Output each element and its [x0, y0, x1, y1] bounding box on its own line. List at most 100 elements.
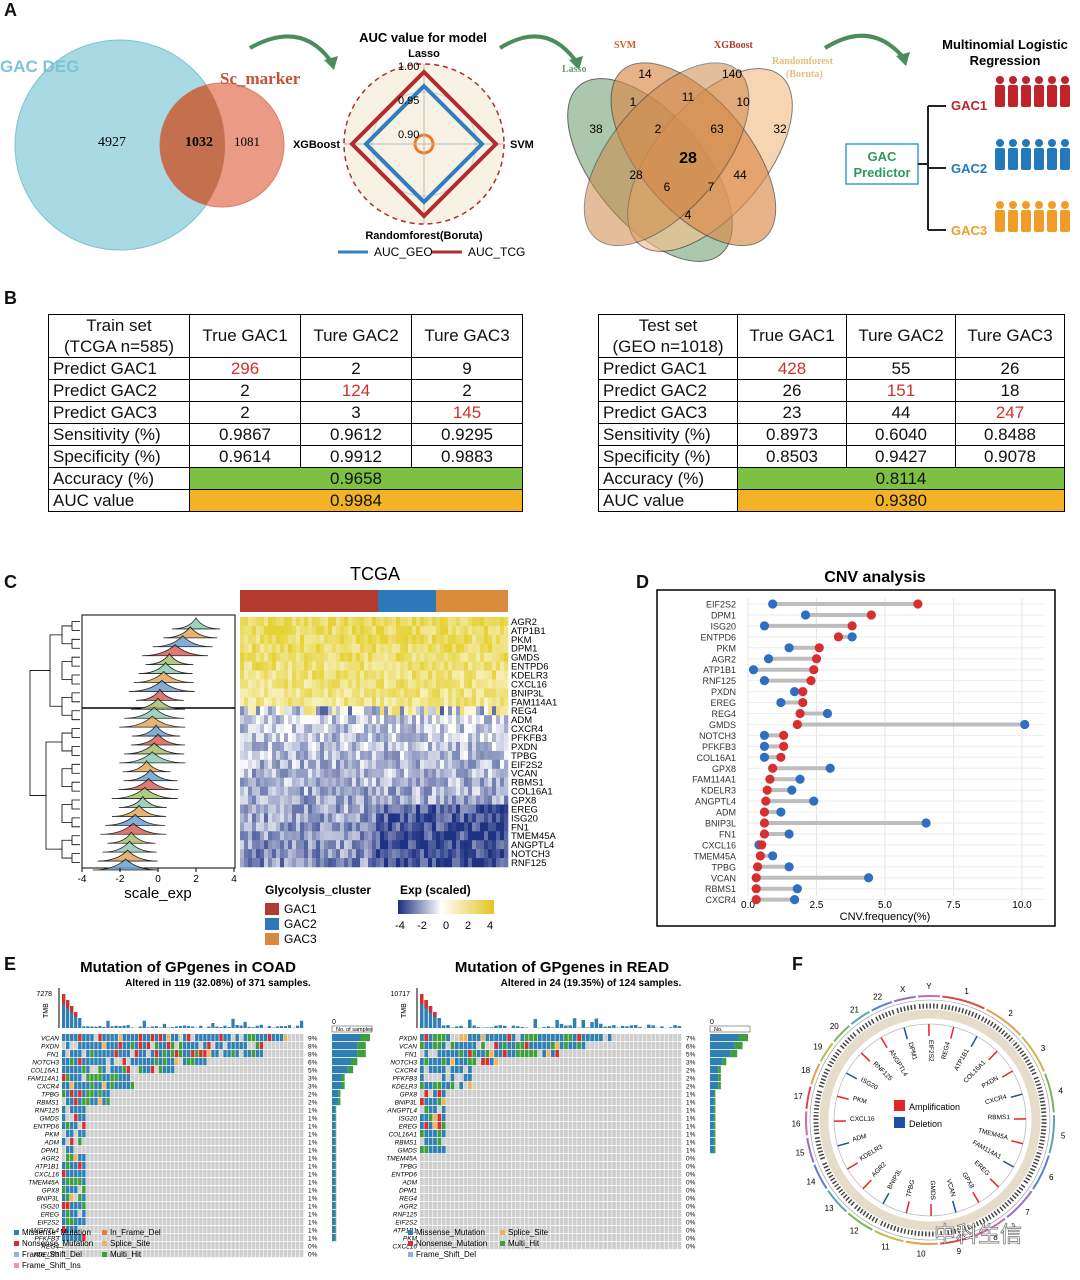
sample-bar-multi: [714, 1090, 716, 1098]
heatmap-cell: [464, 652, 469, 662]
onco-cell: [472, 1090, 477, 1098]
onco-cell: [150, 1090, 155, 1098]
onco-cell: [259, 1234, 264, 1242]
onco-cell: [126, 1074, 130, 1082]
heatmap-cell: [404, 688, 409, 698]
onco-cell: [673, 1098, 678, 1106]
heatmap-cell: [312, 661, 317, 671]
heatmap-cell: [336, 786, 341, 796]
onco-cell: [62, 1042, 66, 1050]
heatmap-cell: [412, 795, 417, 805]
venn4-label-svm: SVM: [614, 40, 637, 51]
heatmap-cell: [448, 634, 453, 645]
heatmap-cell: [484, 804, 489, 814]
heatmap-cell: [248, 822, 253, 832]
heatmap-cell: [456, 813, 461, 823]
onco-cell: [555, 1066, 560, 1074]
onco-cell: [629, 1098, 634, 1106]
heatmap-cell: [304, 822, 309, 832]
heatmap-cell: [252, 822, 257, 832]
heatmap-cell: [420, 715, 425, 725]
onco-cell: [235, 1058, 239, 1066]
heatmap-cell: [392, 634, 397, 645]
onco-cell: [114, 1082, 118, 1090]
onco-cell: [211, 1074, 215, 1082]
tmb-bar: [243, 1021, 247, 1028]
onco-cell: [267, 1226, 272, 1234]
onco-cell: [70, 1114, 74, 1122]
onco-cell: [219, 1234, 223, 1242]
heatmap-cell: [448, 643, 453, 654]
heatmap-cell: [264, 679, 269, 689]
sample-bar-multi: [335, 1170, 337, 1178]
heatmap-cell: [496, 822, 501, 832]
heatmap-cell: [480, 804, 485, 814]
heatmap-cell: [352, 670, 357, 680]
heatmap-cell: [244, 617, 249, 627]
onco-cell: [271, 1234, 276, 1242]
ridge-density-ereg: [111, 804, 167, 817]
onco-cell: [537, 1034, 542, 1042]
onco-cell: [243, 1122, 247, 1130]
heatmap-cell: [304, 858, 309, 868]
heatmap-cell: [484, 840, 489, 850]
heatmap-cell: [392, 822, 397, 832]
onco-cell: [468, 1090, 472, 1098]
onco-cell: [287, 1194, 292, 1202]
onco-cell: [551, 1122, 555, 1130]
onco-cell: [647, 1074, 651, 1082]
onco-cell: [94, 1098, 98, 1106]
heatmap-cell: [364, 617, 369, 627]
heatmap-cell: [264, 840, 269, 850]
onco-gene-label: RNF125: [35, 1107, 60, 1114]
onco-cell: [118, 1090, 122, 1098]
onco-cell: [227, 1058, 231, 1066]
heatmap-cell: [496, 768, 501, 779]
onco-cell: [66, 1154, 70, 1162]
onco-cell: [463, 1106, 468, 1114]
heatmap-cell: [396, 625, 401, 636]
heatmap-cell: [320, 617, 325, 627]
tmb-bar: [559, 1023, 564, 1028]
heatmap-cell: [440, 679, 445, 689]
onco-cell: [195, 1098, 199, 1106]
onco-cell: [677, 1082, 682, 1090]
tmb-bar: [564, 1025, 568, 1028]
onco-cell: [291, 1122, 296, 1130]
heatmap-cell: [464, 715, 469, 725]
cnv-deletion-point: [763, 654, 774, 664]
heatmap-cell: [424, 625, 429, 636]
onco-cell: [507, 1098, 512, 1106]
heatmap-cell: [328, 733, 333, 743]
heatmap-cell: [412, 652, 417, 662]
heatmap-cell: [336, 759, 341, 770]
radar-series-geo: [363, 83, 485, 205]
onco-cell: [122, 1234, 126, 1242]
tmb-bar-top: [62, 994, 66, 1005]
heatmap-cell: [440, 759, 445, 770]
onco-cell: [227, 1178, 231, 1186]
heatmap-cell: [292, 742, 297, 752]
onco-cell: [191, 1242, 195, 1250]
tmb-bar: [633, 1025, 638, 1028]
tmb-bar: [542, 1027, 546, 1028]
onco-cell: [66, 1082, 70, 1090]
heatmap-cell: [328, 652, 333, 662]
onco-cell: [195, 1042, 199, 1050]
heatmap-cell: [276, 715, 281, 725]
onco-cell: [106, 1146, 110, 1154]
onco-cell: [130, 1234, 134, 1242]
onco-cell: [134, 1226, 139, 1234]
onco-cell: [247, 1074, 251, 1082]
onco-cell: [207, 1242, 211, 1250]
heatmap-cell: [276, 742, 281, 752]
heatmap-cell: [356, 670, 361, 680]
heatmap-cell: [424, 661, 429, 671]
onco-cell: [219, 1090, 223, 1098]
onco-cell: [195, 1210, 199, 1218]
heatmap-cell: [280, 759, 285, 770]
heatmap-cell: [484, 858, 489, 868]
heatmap-cell: [288, 742, 293, 752]
ridge-density-bnip3l: [135, 688, 184, 701]
onco-cell: [203, 1250, 207, 1258]
